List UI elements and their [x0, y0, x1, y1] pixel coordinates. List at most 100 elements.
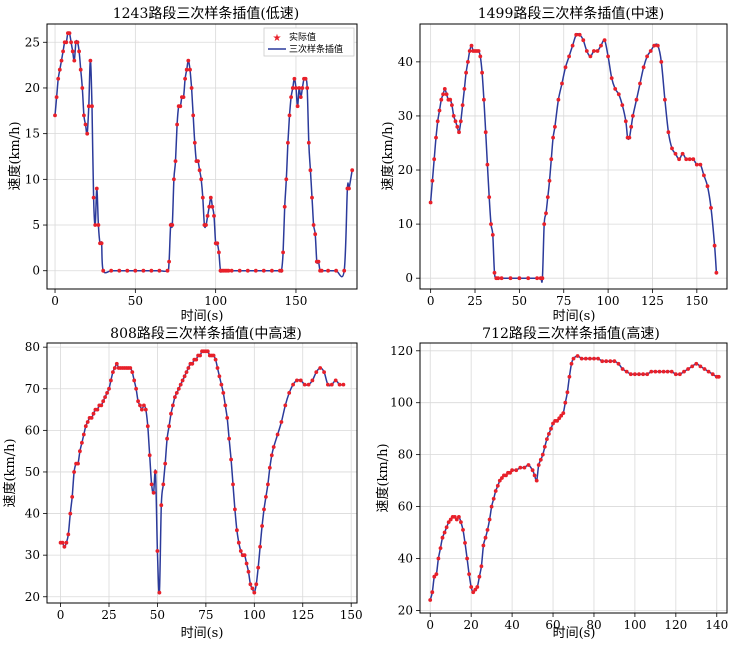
xtick-label: 0 — [426, 618, 434, 632]
data-point — [143, 407, 148, 412]
xtick-label: 100 — [597, 294, 620, 308]
data-point — [560, 81, 564, 86]
data-point — [196, 159, 200, 164]
data-point — [682, 369, 686, 374]
data-point — [638, 81, 642, 86]
data-point — [101, 399, 106, 404]
data-point — [207, 204, 212, 209]
data-point — [215, 366, 220, 370]
data-point — [480, 70, 484, 75]
data-point — [641, 372, 645, 377]
data-point — [78, 449, 82, 454]
data-point — [287, 391, 292, 395]
data-point — [70, 495, 75, 499]
data-point — [61, 49, 65, 54]
data-point — [231, 482, 235, 487]
data-point — [235, 528, 239, 533]
data-point — [292, 76, 297, 81]
data-point — [549, 157, 554, 162]
data-point — [223, 403, 228, 408]
data-point — [290, 86, 295, 90]
data-point — [236, 540, 241, 545]
data-point — [291, 382, 295, 387]
data-point — [267, 465, 272, 470]
data-point — [649, 369, 654, 374]
data-point — [482, 97, 486, 102]
panel-3-title: 808路段三次样条插值(中高速) — [110, 325, 302, 342]
data-point — [159, 503, 164, 508]
panel-4-frame — [419, 342, 728, 614]
data-point — [490, 233, 495, 237]
data-point — [112, 366, 117, 370]
data-point — [94, 186, 99, 191]
panel-4: 712路段三次样条插值(高速) 0 20 40 60 80 100 120 140 20 40 6… — [375, 325, 728, 641]
data-point — [298, 378, 303, 383]
data-point — [300, 86, 305, 90]
data-point — [555, 419, 559, 423]
data-point — [279, 268, 284, 273]
data-point — [333, 378, 338, 383]
data-point — [534, 478, 539, 483]
data-point — [198, 353, 203, 358]
legend-entry-actual: 实际值 — [289, 31, 316, 43]
data-point — [180, 378, 185, 383]
data-point — [657, 369, 662, 374]
data-point — [645, 54, 649, 59]
data-point — [551, 421, 555, 426]
data-point — [459, 520, 463, 524]
data-point — [442, 530, 447, 535]
xtick-label: 150 — [285, 294, 308, 308]
data-point — [473, 587, 478, 592]
data-point — [553, 124, 557, 129]
data-point — [60, 540, 65, 545]
data-point — [609, 76, 614, 80]
data-point — [457, 515, 461, 519]
data-point — [489, 504, 494, 509]
data-point — [174, 391, 179, 395]
data-point — [81, 432, 86, 437]
data-point — [599, 43, 603, 48]
data-point — [69, 40, 73, 45]
data-point — [563, 400, 568, 405]
data-point — [556, 97, 561, 102]
data-point — [517, 276, 522, 281]
panel-3-xlabel: 时间(s) — [181, 626, 224, 641]
xtick-label: 60 — [545, 618, 560, 632]
data-point — [178, 104, 183, 109]
data-point — [592, 49, 596, 53]
xtick-label: 0 — [57, 608, 65, 622]
data-point — [242, 553, 247, 558]
data-point — [147, 453, 152, 458]
data-point — [570, 43, 575, 48]
data-point — [493, 489, 498, 493]
data-point — [329, 382, 334, 387]
ytick-label: 20 — [398, 603, 413, 617]
spline-series-line — [429, 33, 718, 283]
data-point — [428, 200, 433, 205]
data-point — [57, 67, 62, 72]
data-point — [85, 131, 90, 136]
data-point — [702, 173, 706, 178]
data-point — [530, 468, 535, 473]
data-point — [477, 574, 482, 579]
data-point — [337, 382, 342, 387]
data-point — [567, 374, 572, 379]
data-point — [665, 369, 670, 374]
data-point — [252, 590, 257, 595]
data-point — [183, 76, 188, 81]
data-point — [563, 65, 568, 70]
ytick-label: 0 — [32, 264, 40, 278]
data-point — [326, 382, 330, 387]
data-point — [455, 124, 460, 129]
data-point — [109, 378, 113, 383]
panel-1-legend: ★ 实际值 三次样条插值 — [263, 27, 355, 57]
data-point — [454, 517, 459, 522]
data-point — [637, 372, 641, 377]
data-point — [434, 572, 439, 576]
data-point — [600, 359, 605, 364]
data-point — [661, 369, 666, 374]
data-point — [544, 211, 548, 216]
data-point — [450, 103, 454, 107]
xtick-label: 50 — [150, 608, 165, 622]
